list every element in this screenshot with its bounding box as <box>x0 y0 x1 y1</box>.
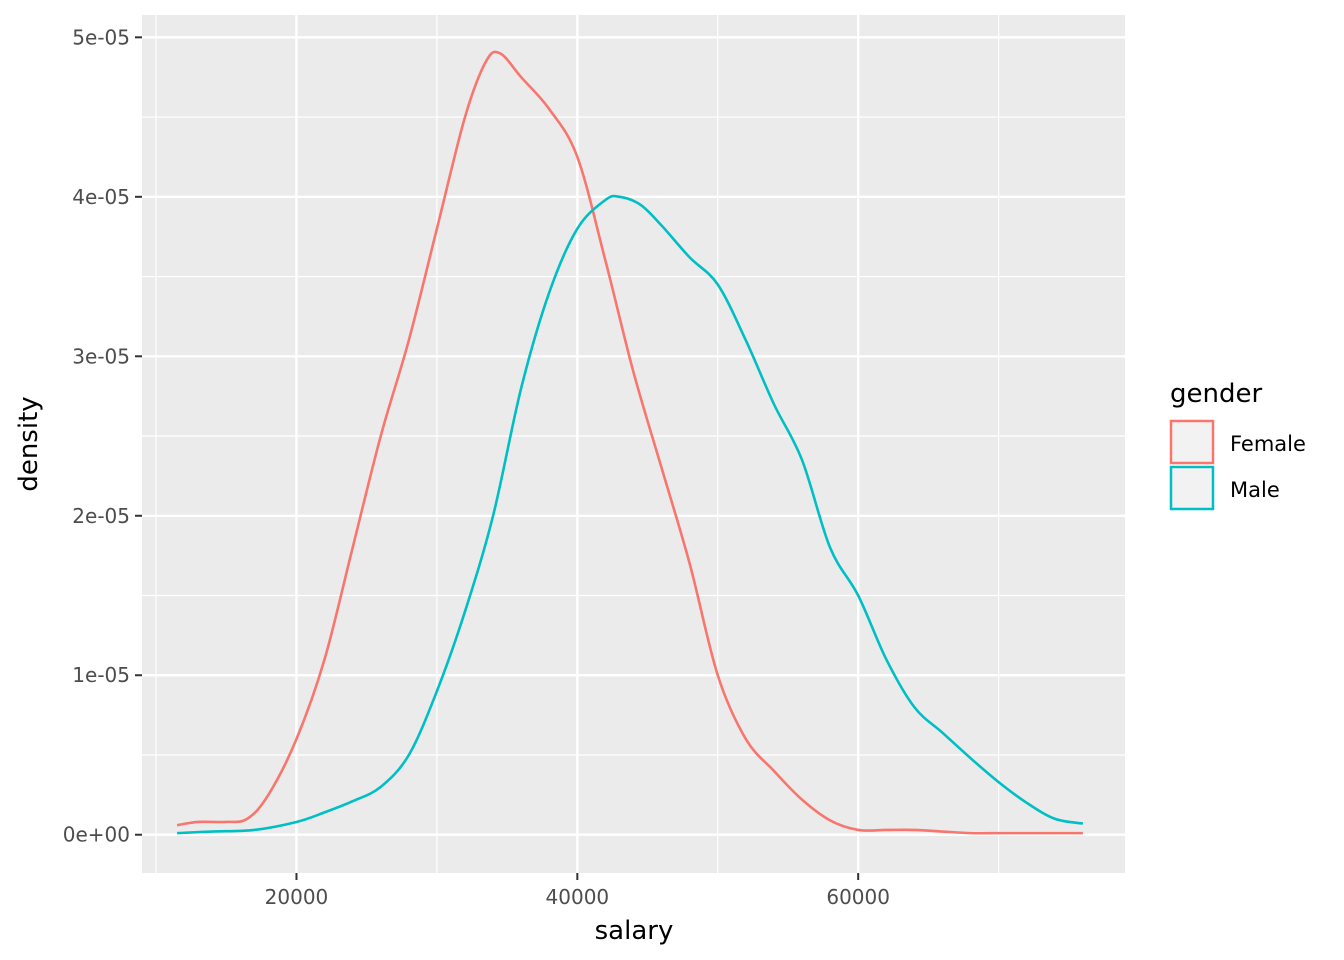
x-tick-label: 20000 <box>265 885 329 909</box>
y-tick-label: 1e-05 <box>72 663 130 687</box>
y-axis: 0e+00 1e-05 2e-05 3e-05 4e-05 5e-05 <box>63 25 142 847</box>
x-tick-label: 40000 <box>546 885 610 909</box>
density-line-male <box>177 194 1084 835</box>
series-lines <box>176 50 1084 835</box>
legend: gender Female Male <box>1169 379 1306 511</box>
density-line-female <box>176 50 1083 835</box>
legend-label-male: Male <box>1230 478 1280 502</box>
legend-label-female: Female <box>1230 432 1306 456</box>
legend-item-female: Female <box>1169 419 1306 465</box>
x-axis: 20000 40000 60000 <box>265 873 890 909</box>
y-tick-label: 2e-05 <box>72 504 130 528</box>
y-axis-title: density <box>14 396 44 491</box>
legend-item-male: Male <box>1169 465 1280 511</box>
y-tick-label: 4e-05 <box>72 185 130 209</box>
y-tick-label: 0e+00 <box>63 823 130 847</box>
legend-title: gender <box>1170 379 1262 409</box>
x-tick-label: 60000 <box>826 885 890 909</box>
y-tick-label: 5e-05 <box>72 25 130 49</box>
y-tick-label: 3e-05 <box>72 344 130 368</box>
plot-panel <box>142 15 1125 873</box>
x-axis-title: salary <box>595 916 674 946</box>
minor-gridlines <box>142 15 1125 873</box>
legend-key-female <box>1169 419 1215 465</box>
legend-key-male <box>1169 465 1215 511</box>
